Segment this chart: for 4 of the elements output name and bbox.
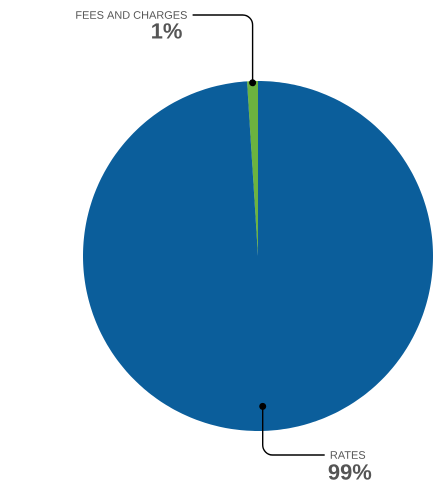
- slice-label: FEES AND CHARGES: [76, 11, 187, 19]
- slice-label: RATES: [330, 451, 366, 459]
- data-label: 99%: [328, 464, 372, 480]
- data-label: 1%: [152, 23, 182, 39]
